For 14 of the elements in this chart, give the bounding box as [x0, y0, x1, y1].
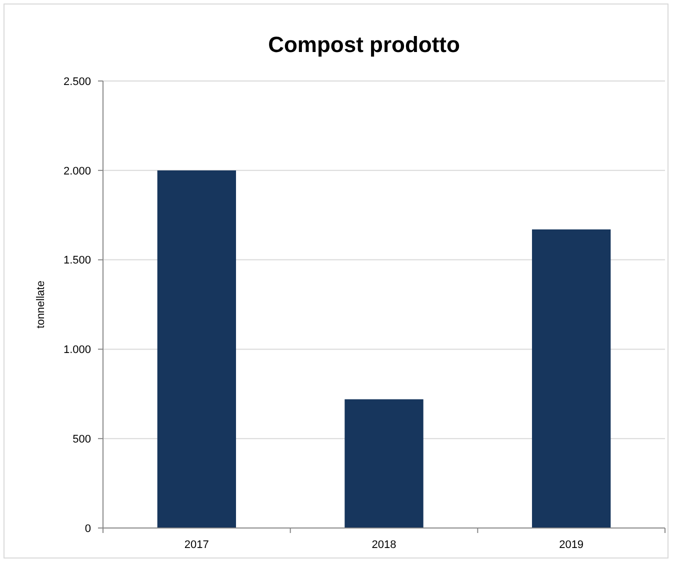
y-tick-label: 2.000 [63, 165, 91, 178]
y-tick-label: 1.000 [63, 344, 91, 356]
y-tick-label: 500 [72, 433, 91, 446]
x-tick-label: 2018 [372, 539, 396, 551]
bar [532, 229, 611, 528]
chart-title: Compost prodotto [268, 32, 460, 57]
bar [157, 170, 236, 528]
y-tick-label: 2.500 [63, 76, 91, 88]
y-tick-label: 1.500 [63, 254, 91, 267]
y-tick-label: 0 [84, 522, 91, 535]
x-tick-label: 2019 [559, 539, 584, 551]
y-axis-title: tonnellate [35, 280, 47, 328]
x-tick-label: 2017 [184, 539, 209, 551]
bar [344, 399, 424, 528]
